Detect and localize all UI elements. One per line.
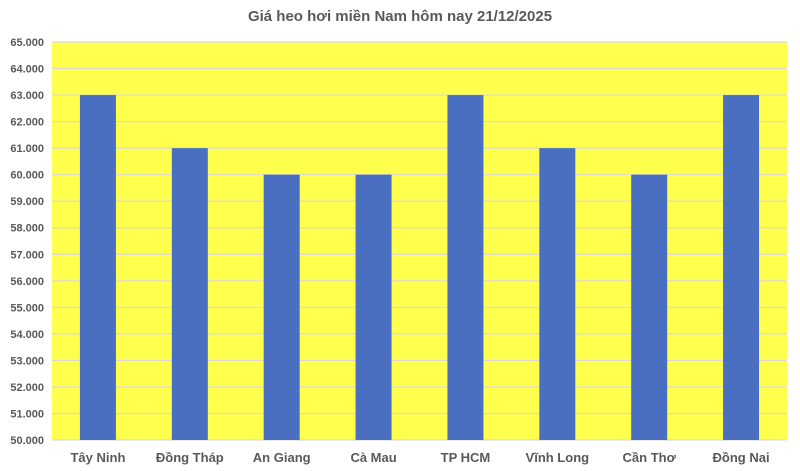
bar (539, 148, 576, 440)
y-tick-label: 59.000 (10, 196, 44, 208)
x-tick-label: Cà Mau (350, 450, 396, 465)
x-tick-label: Tây Ninh (70, 450, 125, 465)
x-tick-label: An Giang (253, 450, 311, 465)
chart-title: Giá heo hơi miền Nam hôm nay 21/12/2025 (247, 8, 553, 25)
y-tick-label: 65.000 (10, 37, 44, 49)
x-tick-label: TP HCM (441, 450, 491, 465)
y-tick-label: 54.000 (10, 329, 44, 341)
y-tick-label: 61.000 (10, 143, 44, 155)
plot-area (52, 42, 787, 440)
bar (723, 95, 760, 441)
x-tick-label: Đồng Nai (713, 450, 770, 465)
y-tick-label: 63.000 (10, 90, 44, 102)
y-tick-label: 50.000 (10, 435, 44, 447)
y-tick-label: 55.000 (10, 302, 44, 314)
x-tick-label: Vĩnh Long (526, 450, 590, 465)
y-tick-label: 52.000 (10, 382, 44, 394)
bar (171, 148, 208, 440)
bar (631, 174, 668, 440)
y-tick-label: 57.000 (10, 249, 44, 261)
y-tick-label: 58.000 (10, 223, 44, 235)
y-tick-label: 62.000 (10, 117, 44, 129)
bar (355, 174, 392, 440)
y-tick-label: 51.000 (10, 408, 44, 420)
bar (263, 174, 300, 440)
bar (79, 95, 116, 441)
bar (447, 95, 484, 441)
x-tick-label: Cần Thơ (623, 450, 677, 465)
y-tick-label: 60.000 (10, 170, 44, 182)
y-tick-label: 64.000 (10, 64, 44, 76)
y-tick-label: 53.000 (10, 355, 44, 367)
x-tick-label: Đồng Tháp (156, 450, 224, 465)
y-tick-label: 56.000 (10, 276, 44, 288)
